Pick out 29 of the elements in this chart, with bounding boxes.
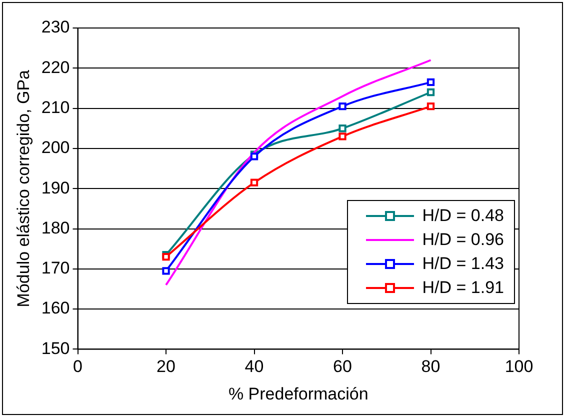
y-axis-title: Módulo elástico corregido, GPa xyxy=(14,69,33,308)
legend-label: H/D = 1.91 xyxy=(422,277,504,299)
y-tick-label: 180 xyxy=(41,218,70,238)
y-tick-label: 190 xyxy=(41,178,70,198)
y-tick-label: 200 xyxy=(41,138,70,158)
y-tick-label: 170 xyxy=(41,258,70,278)
legend-label: H/D = 1.43 xyxy=(422,253,504,275)
point xyxy=(338,102,346,110)
x-tick-label: 80 xyxy=(421,357,440,376)
y-tick-label: 150 xyxy=(41,338,70,358)
point xyxy=(426,102,435,110)
x-axis-title: % Predeformación xyxy=(228,384,368,404)
x-tick-label: 60 xyxy=(333,357,352,376)
point xyxy=(426,88,435,96)
legend-label: H/D = 0.96 xyxy=(422,229,504,251)
y-tick-label: 230 xyxy=(41,18,70,37)
legend-label: H/D = 0.48 xyxy=(422,205,504,227)
point xyxy=(338,132,346,140)
point xyxy=(426,78,435,86)
y-tick-label: 220 xyxy=(41,58,70,77)
point xyxy=(338,124,346,132)
y-tick-label: 160 xyxy=(41,298,70,318)
x-tick-label: 100 xyxy=(504,357,534,376)
y-tick-label: 210 xyxy=(41,98,70,117)
x-tick-label: 40 xyxy=(244,357,264,376)
x-tick-label: 20 xyxy=(156,357,176,376)
x-tick-label: 0 xyxy=(73,357,82,376)
point xyxy=(162,267,170,275)
point xyxy=(250,178,258,186)
